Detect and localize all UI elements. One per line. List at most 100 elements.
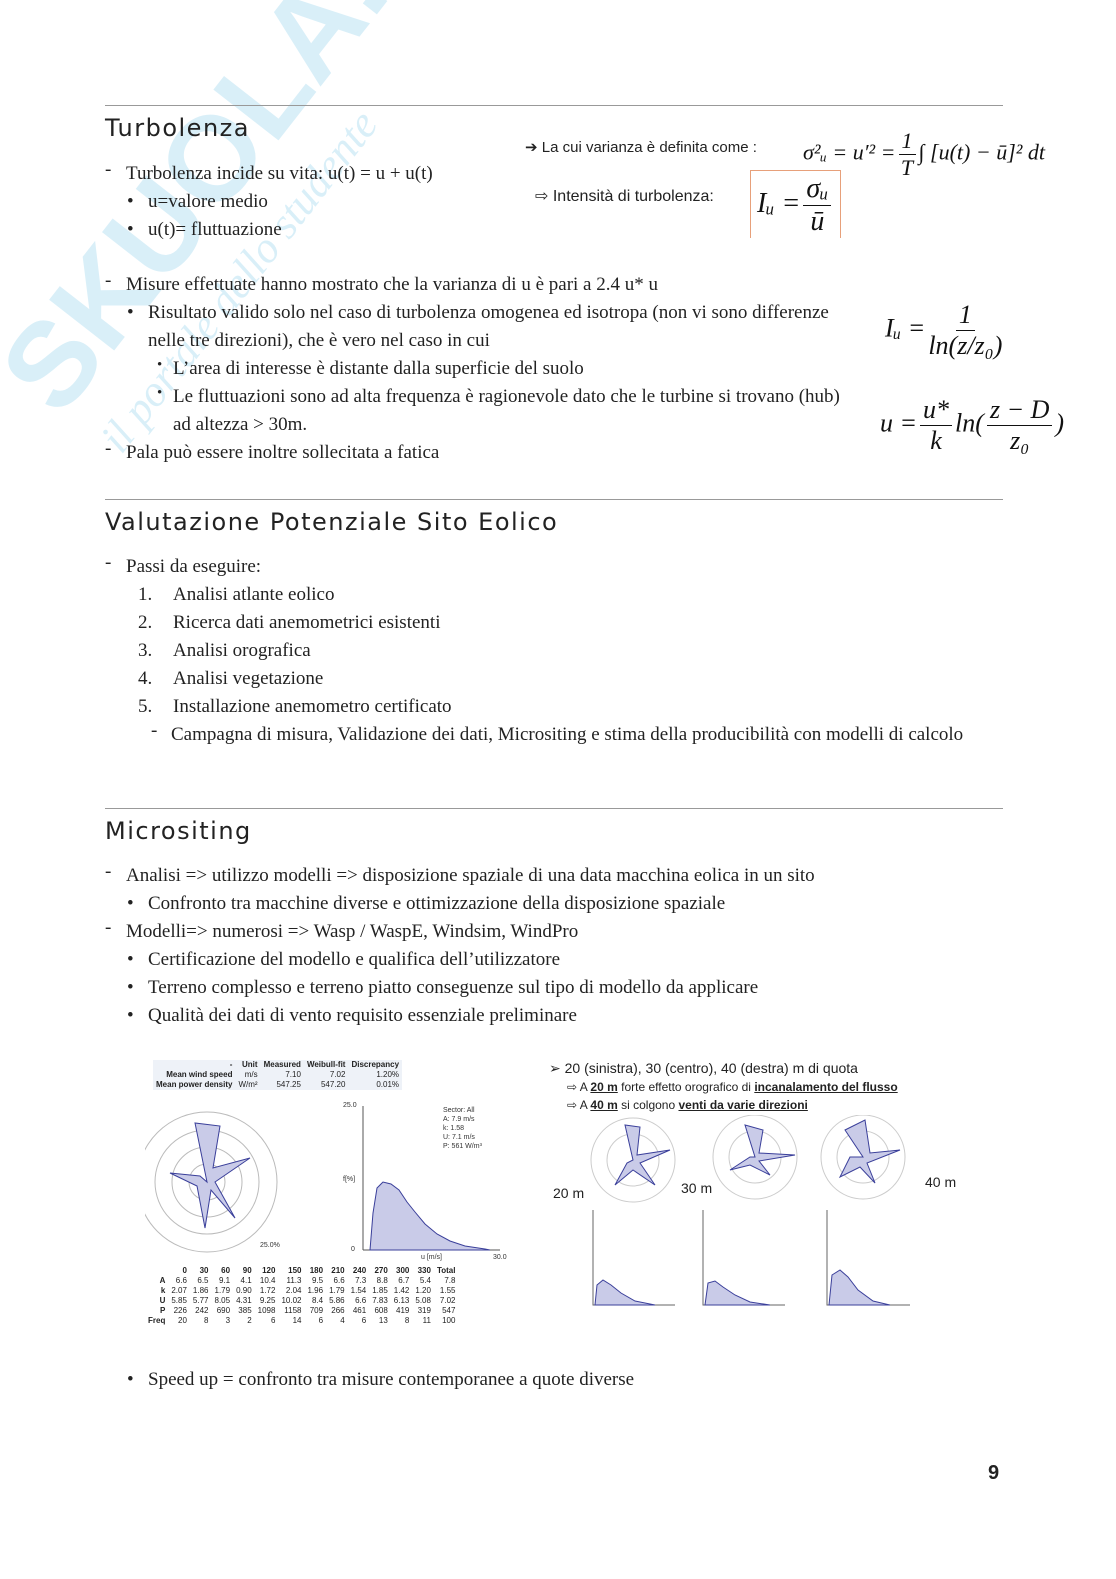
cell: 7.10 bbox=[285, 1070, 301, 1079]
cell: 1158 bbox=[284, 1306, 302, 1315]
cell: 1.20% bbox=[376, 1070, 400, 1079]
formula-part: ln bbox=[955, 408, 976, 438]
label: f[%] bbox=[343, 1176, 356, 1183]
list-item: u=valore medio bbox=[105, 188, 475, 216]
formula-part: 1 bbox=[955, 300, 975, 331]
formula-part: ū bbox=[810, 206, 825, 237]
formula: σ²ᵤ = u′² = 1 T ∫ [u(t) − ū]² dt bbox=[803, 128, 1045, 181]
cell: 2.07 bbox=[171, 1286, 187, 1295]
item-text: Turbolenza incide su vita: u(t) = u + u(… bbox=[126, 163, 433, 184]
section-rule bbox=[105, 105, 1003, 106]
formula-box: ➔ La cui varianza è definita come : σ²ᵤ … bbox=[525, 120, 1045, 238]
header-cell: Total bbox=[436, 1266, 456, 1275]
cell: 4 bbox=[340, 1316, 345, 1325]
list-item: Pala può essere inoltre sollecitata a fa… bbox=[105, 435, 845, 467]
cell: 5.08 bbox=[415, 1296, 431, 1305]
item-text: Ricerca dati anemometrici esistenti bbox=[173, 612, 441, 633]
list-item: Turbolenza incide su vita: u(t) = u + u(… bbox=[105, 156, 475, 188]
cell: Freq bbox=[148, 1316, 166, 1325]
sector-info-line: A: 7.9 m/s bbox=[443, 1116, 475, 1123]
cell: 0.01% bbox=[376, 1080, 400, 1089]
section-title: Valutazione Potenziale Sito Eolico bbox=[105, 508, 559, 536]
list-item: 5. Installazione anemometro certificato bbox=[105, 693, 995, 721]
cell: 1.85 bbox=[372, 1286, 388, 1295]
formula-part: u* bbox=[920, 395, 953, 426]
header-cell: 60 bbox=[221, 1266, 231, 1275]
formula-part: ln(z/z₀) bbox=[928, 331, 1003, 360]
cell: 13 bbox=[378, 1316, 388, 1325]
cell: 2.04 bbox=[285, 1286, 302, 1295]
table-row: k 2.07 1.86 1.79 0.90 1.72 2.04 1.96 1.79 1.54 1.8… bbox=[145, 1286, 458, 1296]
figure-left: - Unit Measured Weibull-fit Discrepancy Mean … bbox=[145, 1058, 515, 1343]
cell: U bbox=[159, 1296, 166, 1305]
list-item: 1. Analisi atlante eolico bbox=[105, 581, 995, 609]
cell: 1098 bbox=[257, 1306, 276, 1315]
section-rule bbox=[105, 808, 1003, 809]
cell: 461 bbox=[352, 1306, 367, 1315]
item-number: 4. bbox=[138, 668, 153, 689]
header-cell: 90 bbox=[242, 1266, 252, 1275]
text: A bbox=[579, 1098, 591, 1112]
cell: 10.4 bbox=[259, 1276, 276, 1285]
cell: 5.4 bbox=[419, 1276, 431, 1285]
cell: 6.6 bbox=[355, 1296, 367, 1305]
cell: 419 bbox=[396, 1306, 410, 1315]
item-text: Campagna di misura, Validazione dei dati… bbox=[171, 724, 964, 745]
list-item: 4. Analisi vegetazione bbox=[105, 665, 995, 693]
item-text: Modelli=> numerosi => Wasp / WaspE, Wind… bbox=[126, 921, 579, 942]
table-header: - Unit Measured Weibull-fit Discrepancy bbox=[153, 1060, 402, 1070]
list: Passi da eseguire: 1. Analisi atlante eoli… bbox=[105, 549, 995, 749]
formula-label: ⇨ Intensità di turbolenza: bbox=[535, 188, 714, 205]
item-text: Certificazione del modello e qualifica d… bbox=[148, 949, 561, 970]
list-item: u(t)= fluttuazione bbox=[105, 216, 475, 244]
formula-part: z − D bbox=[986, 395, 1053, 426]
text: Intensità di turbolenza: bbox=[552, 188, 714, 205]
sector-table: 0 30 60 90 120 150 180 210 240 270 300 330 Total A 6.6… bbox=[145, 1266, 458, 1326]
item-number: 5. bbox=[138, 696, 153, 717]
header-cell: 210 bbox=[331, 1266, 345, 1275]
text: 20 (sinistra), 30 (centro), 40 (destra) … bbox=[564, 1060, 858, 1076]
item-text: Confronto tra macchine diverse e ottimiz… bbox=[148, 893, 726, 914]
cell: m/s bbox=[244, 1070, 258, 1079]
label: u [m/s] bbox=[421, 1254, 443, 1261]
cell: 1.96 bbox=[307, 1286, 324, 1295]
list-item: Terreno complesso e terreno piatto conse… bbox=[105, 974, 995, 1002]
cell: 5.77 bbox=[192, 1296, 209, 1305]
cell: 6 bbox=[271, 1316, 276, 1325]
table-row: U 5.85 5.77 8.05 4.31 9.25 10.02 8.4 5.86 6.6 7.83… bbox=[145, 1296, 458, 1306]
formula-part: ∫ [u(t) − ū]² dt bbox=[918, 139, 1045, 165]
fig-line: ⇨ A 40 m si colgono venti da varie direz… bbox=[567, 1098, 808, 1112]
formula-part: T bbox=[900, 155, 914, 180]
cell: 1.42 bbox=[393, 1286, 410, 1295]
section-title: Turbolenza bbox=[105, 114, 250, 142]
list-item: Passi da eseguire: bbox=[105, 549, 995, 581]
figure-graphics bbox=[590, 1115, 910, 1306]
text: si colgono bbox=[617, 1098, 679, 1112]
cell: 547.20 bbox=[320, 1080, 346, 1089]
sector-info-line: k: 1.58 bbox=[443, 1125, 465, 1132]
cell: 11 bbox=[422, 1316, 431, 1325]
section-rule bbox=[105, 499, 1003, 500]
table-row: P 226 242 690 385 1098 1158 709 266 461 608 419 319 5… bbox=[145, 1306, 458, 1316]
item-text: L’area di interesse è distante dalla sup… bbox=[173, 358, 584, 379]
header-cell: 120 bbox=[262, 1266, 276, 1275]
cell: 226 bbox=[173, 1306, 187, 1315]
item-text: Terreno complesso e terreno piatto conse… bbox=[148, 977, 759, 998]
cell: P bbox=[160, 1306, 166, 1315]
item-text: Pala può essere inoltre sollecitata a fa… bbox=[126, 442, 440, 463]
formula-part: z₀ bbox=[1010, 426, 1030, 455]
list-item: Campagna di misura, Validazione dei dati… bbox=[105, 717, 995, 749]
header-cell: Unit bbox=[242, 1060, 258, 1069]
cell: 6 bbox=[318, 1316, 324, 1325]
cell: 11.3 bbox=[286, 1276, 302, 1285]
cell: 319 bbox=[417, 1306, 431, 1315]
cell: 1.79 bbox=[214, 1286, 231, 1295]
cell: 266 bbox=[331, 1306, 345, 1315]
header-cell: 270 bbox=[374, 1266, 388, 1275]
item-number: 3. bbox=[138, 640, 153, 661]
sector-info-line: U: 7.1 m/s bbox=[443, 1134, 475, 1141]
list: Speed up = confronto tra misure contempo… bbox=[105, 1366, 995, 1394]
item-text: Analisi atlante eolico bbox=[173, 584, 335, 605]
list-item: 2. Ricerca dati anemometrici esistenti bbox=[105, 609, 995, 637]
formula-part: σ²ᵤ = u′² = bbox=[803, 139, 896, 165]
